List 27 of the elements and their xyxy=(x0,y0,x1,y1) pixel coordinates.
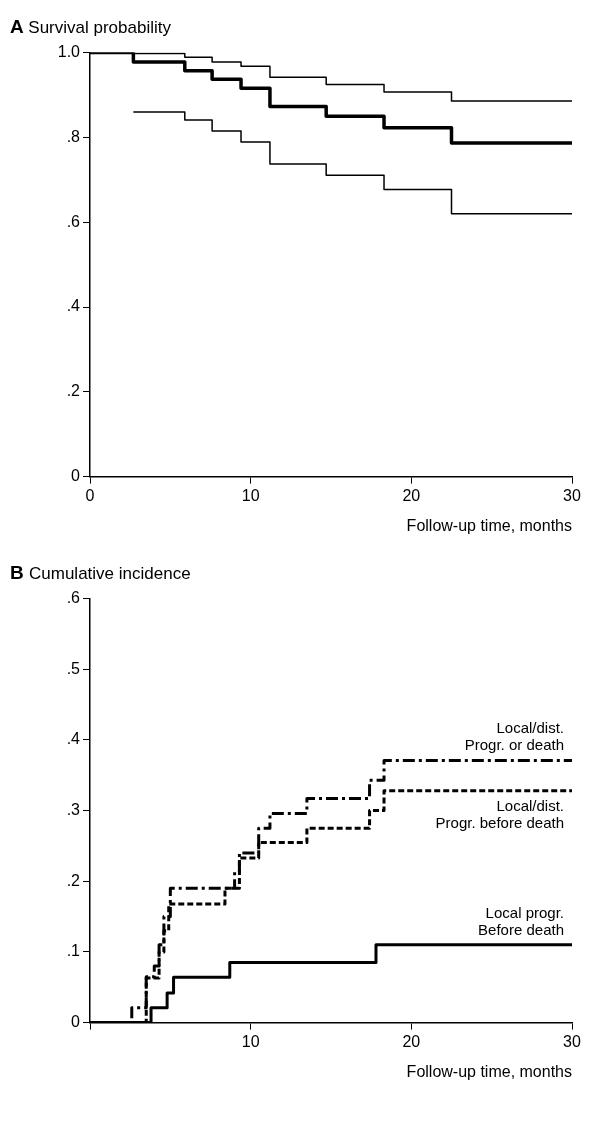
y-tick-label: .2 xyxy=(66,382,81,400)
series-label: Local progr. Before death xyxy=(478,903,564,938)
y-tick-label: .5 xyxy=(66,659,81,677)
x-tick-label: 0 xyxy=(85,486,95,504)
x-tick-label: 20 xyxy=(402,1032,421,1050)
y-tick-label: .2 xyxy=(66,871,81,889)
y-tick-label: .1 xyxy=(66,942,81,960)
series-label: Local/dist. Progr. or death xyxy=(464,719,564,754)
y-tick-label: .8 xyxy=(66,127,81,145)
y-tick-label: .4 xyxy=(66,297,81,315)
y-tick-label: 0 xyxy=(71,467,81,485)
x-axis-title: Follow-up time, months xyxy=(406,516,572,534)
y-tick-label: .6 xyxy=(66,589,81,607)
x-tick-label: 30 xyxy=(563,486,581,504)
y-tick-label: .6 xyxy=(66,212,81,230)
chart-title: B Cumulative incidence xyxy=(10,562,191,583)
chart-title: A Survival probability xyxy=(10,16,171,37)
x-axis-title: Follow-up time, months xyxy=(406,1062,572,1080)
x-tick-label: 10 xyxy=(241,1032,260,1050)
y-tick-label: .3 xyxy=(66,801,81,819)
series-label: Local/dist. Progr. before death xyxy=(435,796,564,831)
x-tick-label: 10 xyxy=(241,486,260,504)
y-tick-label: 0 xyxy=(71,1013,81,1031)
y-tick-label: 1.0 xyxy=(57,43,81,61)
x-tick-label: 20 xyxy=(402,486,421,504)
y-tick-label: .4 xyxy=(66,730,81,748)
x-tick-label: 30 xyxy=(563,1032,581,1050)
